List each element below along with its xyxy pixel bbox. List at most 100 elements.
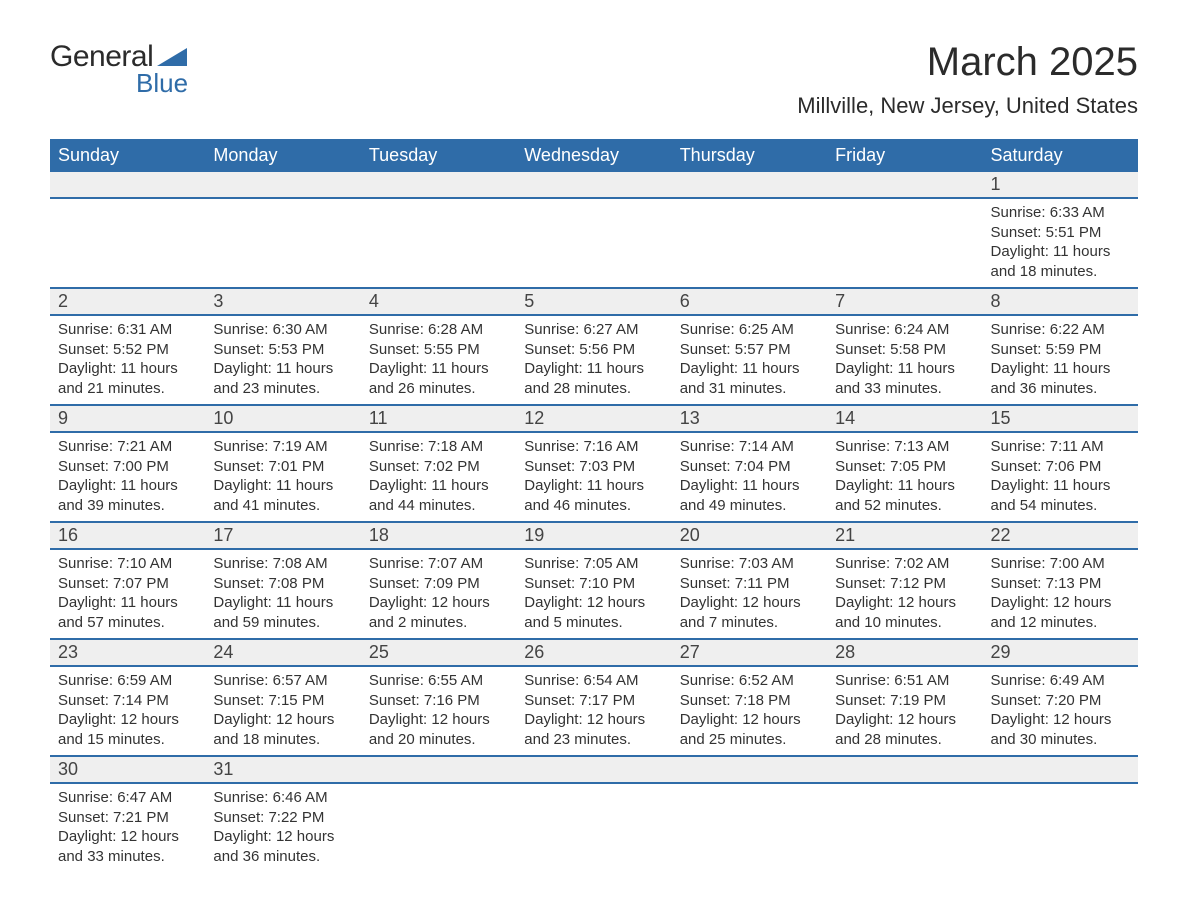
sunset-text: Sunset: 7:04 PM: [680, 457, 819, 477]
day-number-cell: 16: [50, 522, 205, 549]
daylight-text: Daylight: 11 hours and 59 minutes.: [213, 593, 352, 632]
sunrise-text: Sunrise: 6:51 AM: [835, 671, 974, 691]
sunset-text: Sunset: 7:03 PM: [524, 457, 663, 477]
sunset-text: Sunset: 5:56 PM: [524, 340, 663, 360]
title-block: March 2025 Millville, New Jersey, United…: [797, 40, 1138, 119]
day-header-fri: Friday: [827, 139, 982, 172]
sunrise-text: Sunrise: 7:18 AM: [369, 437, 508, 457]
day-number-cell: 10: [205, 405, 360, 432]
sunrise-text: Sunrise: 7:19 AM: [213, 437, 352, 457]
day-content-cell: [205, 198, 360, 288]
sunset-text: Sunset: 7:06 PM: [991, 457, 1130, 477]
day-number-cell: [361, 756, 516, 783]
daylight-text: Daylight: 11 hours and 26 minutes.: [369, 359, 508, 398]
day-number-cell: 23: [50, 639, 205, 666]
sunrise-text: Sunrise: 6:27 AM: [524, 320, 663, 340]
page-header: General Blue March 2025 Millville, New J…: [50, 40, 1138, 119]
day-content-cell: Sunrise: 6:54 AMSunset: 7:17 PMDaylight:…: [516, 666, 671, 756]
day-number-cell: 18: [361, 522, 516, 549]
day-number-cell: 13: [672, 405, 827, 432]
sunrise-text: Sunrise: 7:03 AM: [680, 554, 819, 574]
day-content-cell: Sunrise: 6:46 AMSunset: 7:22 PMDaylight:…: [205, 783, 360, 872]
day-content-cell: Sunrise: 7:18 AMSunset: 7:02 PMDaylight:…: [361, 432, 516, 522]
sunset-text: Sunset: 7:18 PM: [680, 691, 819, 711]
daylight-text: Daylight: 11 hours and 52 minutes.: [835, 476, 974, 515]
day-content-cell: [672, 198, 827, 288]
sunset-text: Sunset: 7:16 PM: [369, 691, 508, 711]
week-content-row: Sunrise: 6:59 AMSunset: 7:14 PMDaylight:…: [50, 666, 1138, 756]
day-number-cell: 14: [827, 405, 982, 432]
day-header-sun: Sunday: [50, 139, 205, 172]
day-number-cell: 12: [516, 405, 671, 432]
day-content-cell: Sunrise: 7:03 AMSunset: 7:11 PMDaylight:…: [672, 549, 827, 639]
day-content-cell: Sunrise: 6:51 AMSunset: 7:19 PMDaylight:…: [827, 666, 982, 756]
day-number-cell: 28: [827, 639, 982, 666]
daylight-text: Daylight: 11 hours and 31 minutes.: [680, 359, 819, 398]
sunset-text: Sunset: 7:13 PM: [991, 574, 1130, 594]
sunrise-text: Sunrise: 6:52 AM: [680, 671, 819, 691]
week-daynum-row: 3031: [50, 756, 1138, 783]
daylight-text: Daylight: 12 hours and 25 minutes.: [680, 710, 819, 749]
day-content-cell: Sunrise: 7:21 AMSunset: 7:00 PMDaylight:…: [50, 432, 205, 522]
day-content-cell: [361, 783, 516, 872]
daylight-text: Daylight: 12 hours and 33 minutes.: [58, 827, 197, 866]
sunset-text: Sunset: 7:22 PM: [213, 808, 352, 828]
day-content-cell: [516, 198, 671, 288]
sunrise-text: Sunrise: 6:24 AM: [835, 320, 974, 340]
day-header-mon: Monday: [205, 139, 360, 172]
day-content-cell: Sunrise: 7:05 AMSunset: 7:10 PMDaylight:…: [516, 549, 671, 639]
day-content-cell: Sunrise: 6:52 AMSunset: 7:18 PMDaylight:…: [672, 666, 827, 756]
sunrise-text: Sunrise: 6:33 AM: [991, 203, 1130, 223]
daylight-text: Daylight: 11 hours and 41 minutes.: [213, 476, 352, 515]
week-content-row: Sunrise: 6:47 AMSunset: 7:21 PMDaylight:…: [50, 783, 1138, 872]
day-number-cell: 15: [983, 405, 1138, 432]
daylight-text: Daylight: 11 hours and 49 minutes.: [680, 476, 819, 515]
sunrise-text: Sunrise: 7:13 AM: [835, 437, 974, 457]
daylight-text: Daylight: 11 hours and 28 minutes.: [524, 359, 663, 398]
week-content-row: Sunrise: 6:31 AMSunset: 5:52 PMDaylight:…: [50, 315, 1138, 405]
daylight-text: Daylight: 12 hours and 20 minutes.: [369, 710, 508, 749]
day-content-cell: Sunrise: 7:02 AMSunset: 7:12 PMDaylight:…: [827, 549, 982, 639]
daylight-text: Daylight: 12 hours and 10 minutes.: [835, 593, 974, 632]
day-content-cell: [827, 198, 982, 288]
sunset-text: Sunset: 7:10 PM: [524, 574, 663, 594]
day-number-cell: [827, 172, 982, 198]
day-number-cell: 27: [672, 639, 827, 666]
calendar-table: Sunday Monday Tuesday Wednesday Thursday…: [50, 139, 1138, 872]
day-content-cell: [983, 783, 1138, 872]
day-content-cell: Sunrise: 6:31 AMSunset: 5:52 PMDaylight:…: [50, 315, 205, 405]
sunrise-text: Sunrise: 7:07 AM: [369, 554, 508, 574]
day-number-cell: 6: [672, 288, 827, 315]
daylight-text: Daylight: 11 hours and 36 minutes.: [991, 359, 1130, 398]
sunset-text: Sunset: 7:17 PM: [524, 691, 663, 711]
day-number-cell: 3: [205, 288, 360, 315]
daylight-text: Daylight: 11 hours and 39 minutes.: [58, 476, 197, 515]
sunrise-text: Sunrise: 7:14 AM: [680, 437, 819, 457]
day-number-cell: 30: [50, 756, 205, 783]
day-number-cell: 7: [827, 288, 982, 315]
sunset-text: Sunset: 5:51 PM: [991, 223, 1130, 243]
day-content-cell: [50, 198, 205, 288]
sunset-text: Sunset: 7:15 PM: [213, 691, 352, 711]
day-content-cell: [361, 198, 516, 288]
sunrise-text: Sunrise: 7:16 AM: [524, 437, 663, 457]
day-number-cell: [205, 172, 360, 198]
day-content-cell: Sunrise: 6:25 AMSunset: 5:57 PMDaylight:…: [672, 315, 827, 405]
sunrise-text: Sunrise: 7:02 AM: [835, 554, 974, 574]
day-number-cell: 22: [983, 522, 1138, 549]
sunrise-text: Sunrise: 6:46 AM: [213, 788, 352, 808]
sunset-text: Sunset: 7:01 PM: [213, 457, 352, 477]
daylight-text: Daylight: 12 hours and 18 minutes.: [213, 710, 352, 749]
day-content-cell: Sunrise: 7:08 AMSunset: 7:08 PMDaylight:…: [205, 549, 360, 639]
day-content-cell: Sunrise: 7:19 AMSunset: 7:01 PMDaylight:…: [205, 432, 360, 522]
daylight-text: Daylight: 11 hours and 18 minutes.: [991, 242, 1130, 281]
sunset-text: Sunset: 5:57 PM: [680, 340, 819, 360]
day-content-cell: Sunrise: 7:00 AMSunset: 7:13 PMDaylight:…: [983, 549, 1138, 639]
day-header-wed: Wednesday: [516, 139, 671, 172]
daylight-text: Daylight: 12 hours and 2 minutes.: [369, 593, 508, 632]
sunrise-text: Sunrise: 7:11 AM: [991, 437, 1130, 457]
day-number-cell: [516, 172, 671, 198]
daylight-text: Daylight: 11 hours and 54 minutes.: [991, 476, 1130, 515]
sunrise-text: Sunrise: 7:00 AM: [991, 554, 1130, 574]
sunrise-text: Sunrise: 7:21 AM: [58, 437, 197, 457]
